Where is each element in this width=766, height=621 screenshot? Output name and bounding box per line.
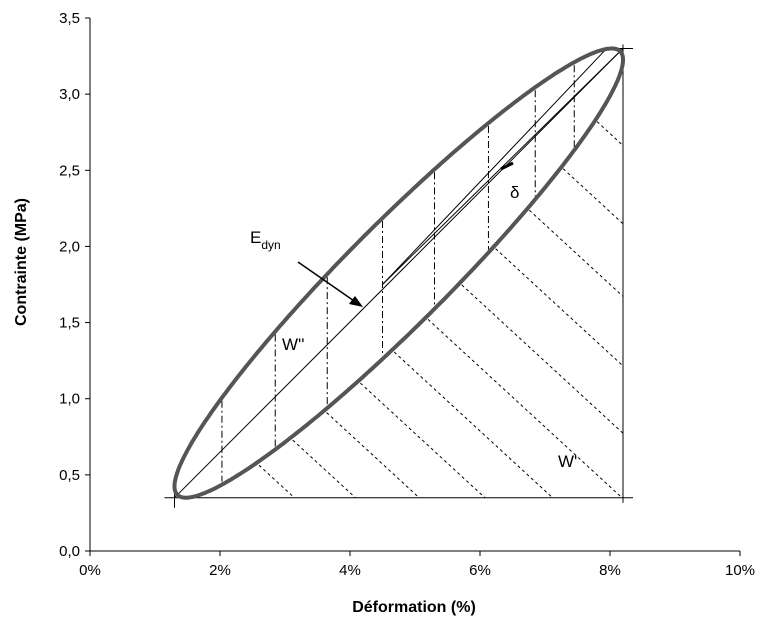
y-tick-label: 0,0 [59, 543, 80, 560]
edyn-main: E [250, 228, 261, 247]
y-tick-label: 3,0 [59, 86, 80, 103]
storage-hatch-line [529, 209, 624, 297]
y-tick-label: 2,5 [59, 162, 80, 179]
x-tick-label: 4% [339, 562, 361, 579]
storage-hatch-line [326, 412, 420, 499]
edyn-sub: dyn [261, 238, 280, 252]
edyn-arrow [297, 261, 358, 304]
storage-hatch-line [292, 439, 356, 499]
modulus-lines [174, 48, 624, 499]
loss-dash-lines [221, 65, 575, 482]
delta-marker [500, 161, 514, 171]
storage-hatch-line [258, 464, 295, 499]
storage-hatch-line [360, 382, 486, 499]
w-prime-label: W' [558, 452, 577, 471]
storage-hatch-line [427, 318, 623, 499]
storage-hatch-line [562, 168, 624, 225]
tick-labels: 0,0 0,5 1,0 1,5 2,0 2,5 3,0 3,5 0% 2% 4% 6% 8% 10% [59, 10, 755, 579]
edyn-line [174, 48, 624, 499]
delta-label: δ [510, 183, 519, 202]
y-tick-label: 0,5 [59, 467, 80, 484]
hatch-lines [258, 121, 624, 499]
edyn-label: Edyn [250, 228, 281, 252]
edyn-arrowhead [349, 296, 363, 307]
x-tick-label: 0% [79, 562, 101, 579]
delta-line [382, 48, 608, 285]
x-axis-title: Déformation (%) [352, 599, 476, 616]
storage-hatch-line [393, 351, 553, 499]
storage-hatch-line [461, 284, 624, 434]
x-tick-label: 8% [599, 562, 621, 579]
x-tick-label: 2% [209, 562, 231, 579]
y-tick-label: 1,0 [59, 391, 80, 408]
w-double-prime-label: W'' [282, 335, 305, 354]
x-tick-label: 6% [469, 562, 491, 579]
hysteresis-loop [172, 46, 625, 500]
storage-hatch-line [596, 121, 624, 146]
y-tick-label: 3,5 [59, 10, 80, 27]
x-tick-label: 10% [725, 562, 755, 579]
y-tick-label: 2,0 [59, 238, 80, 255]
y-axis-title: Contrainte (MPa) [13, 198, 30, 326]
storage-hatch-line [495, 248, 624, 367]
axes [85, 17, 741, 556]
y-tick-label: 1,5 [59, 315, 80, 332]
reference-lines [164, 44, 633, 508]
